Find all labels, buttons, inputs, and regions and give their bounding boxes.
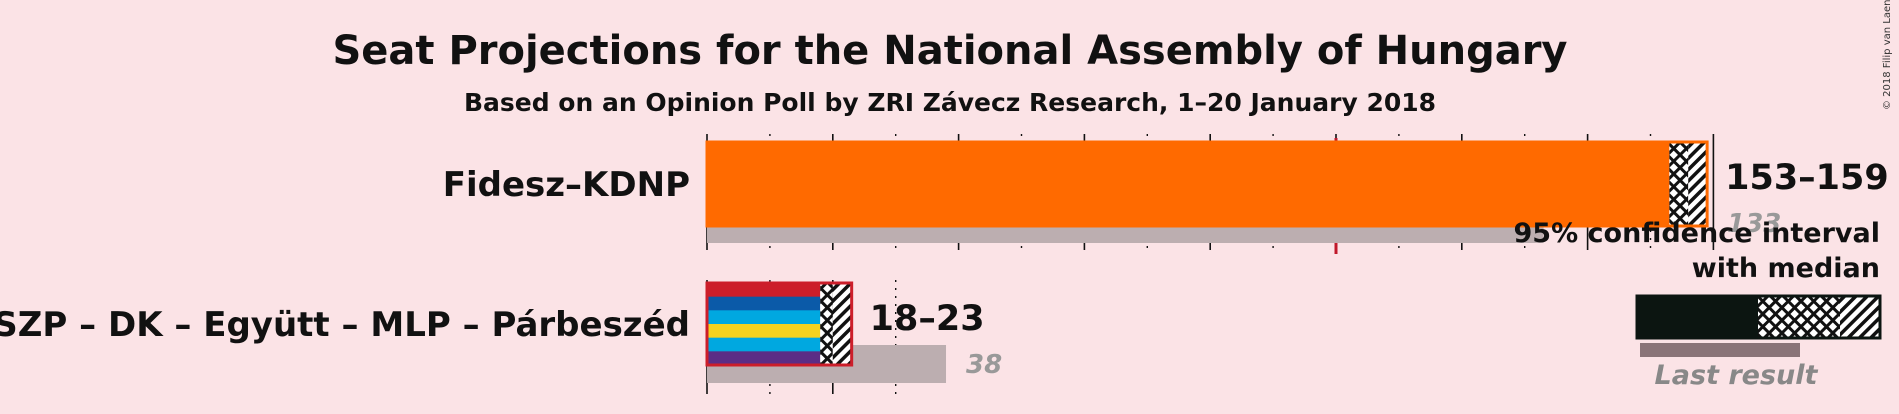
copyright-note: © 2018 Filip van Laenen: [1882, 0, 1893, 110]
legend-last-result-label: Last result: [1655, 360, 1819, 391]
legend-ci-label: 95% confidence interval: [1514, 218, 1880, 249]
legend-median-label: with median: [1692, 253, 1880, 284]
ci-lower-segment: [1669, 142, 1689, 226]
bar-outline: [705, 140, 1709, 228]
last-result-label: 133: [1727, 209, 1781, 239]
chart-title: Seat Projections for the National Assemb…: [332, 28, 1567, 74]
legend-solid-swatch: [1637, 296, 1758, 338]
legend-last-result-bar: [1640, 343, 1800, 357]
last-result-bar: [707, 226, 1544, 243]
ci-upper-segment: [1688, 142, 1708, 226]
legend-hatch-swatch: [1840, 296, 1880, 338]
party-label: Fidesz–KDNP: [443, 165, 690, 205]
ci-upper-segment: [832, 283, 852, 365]
bar-outline: [705, 281, 854, 367]
bar-color-stripe: [707, 296, 821, 311]
bar-color-stripe: [707, 142, 1670, 227]
chart-subtitle: Based on an Opinion Poll by ZRI Závecz R…: [464, 88, 1436, 117]
last-result-label: 38: [966, 350, 1002, 380]
bar-color-stripe: [707, 324, 821, 339]
range-label: 153–159: [1725, 158, 1889, 198]
legend: 95% confidence interval with median Last…: [1514, 218, 1882, 391]
legend-cross-hatch-swatch: [1758, 296, 1840, 338]
bar-color-stripe: [707, 351, 821, 366]
legend-swatch-border: [1635, 294, 1882, 340]
ci-lower-segment: [820, 283, 833, 365]
party-label: MSZP – DK – Együtt – MLP – Párbeszéd: [0, 305, 690, 345]
labels: Fidesz–KDNP 153–159 133 MSZP – DK – Együtt …: [0, 158, 1889, 380]
bar-color-stripe: [707, 337, 821, 352]
bars: [705, 140, 1709, 383]
range-label: 18–23: [870, 299, 985, 339]
bar-color-stripe: [707, 283, 821, 298]
bar-color-stripe: [707, 310, 821, 325]
